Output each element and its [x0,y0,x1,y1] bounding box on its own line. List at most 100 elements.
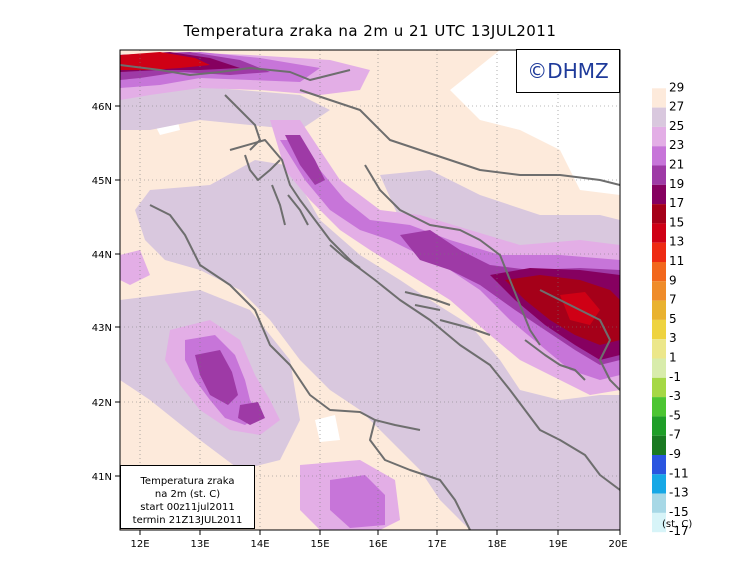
island-cres [271,184,286,226]
lat-label: 44N [92,250,112,261]
legend-swatch [652,242,666,262]
lilac-band-north [120,85,330,130]
lon-label: 15E [310,539,329,550]
grid [120,50,620,530]
legend-swatch [652,377,666,398]
map-fields [120,50,620,530]
croatia-inland-border [299,89,620,186]
extreme-spot-east [560,292,600,325]
lon-label: 12E [130,539,149,550]
lon-label: 19E [548,539,567,550]
lon-label: 18E [487,539,506,550]
legend-label: 13 [669,235,684,249]
lon-label: 14E [250,539,269,550]
legend-swatch [652,455,666,475]
legend-swatch [652,474,666,494]
adriatic-field [135,160,620,530]
legend-label: -3 [669,389,681,403]
map-frame [119,49,621,531]
legend-label: -17 [669,524,689,538]
info-line-3: start 00z11jul2011 [140,502,235,513]
legend-label: 17 [669,196,684,210]
legend-unit: (st. C) [662,519,693,530]
legend-swatch [652,512,666,533]
lon-labels: 12E 13E 14E 15E 16E 17E 18E 19E 20E [130,539,627,550]
lat-label: 46N [92,102,112,113]
hot-band-italy [195,350,238,405]
island-korcula [439,319,491,336]
legend-swatch [652,262,666,282]
legend-label: 19 [669,177,684,191]
legend-label: 25 [669,119,684,133]
color-legend: 29 27 25 23 21 19 17 15 13 11 9 7 5 3 1 -1 -3 -5 -7 -9 -11 -1… [652,69,689,538]
montenegro-border [524,339,586,381]
legend-swatch [652,397,666,417]
legend-swatch [652,126,666,147]
italy-interior-border [374,419,421,431]
hot-spot-south-italy [238,402,265,425]
alps-border [120,64,351,81]
legend-swatch [652,223,666,243]
legend-swatch [652,416,666,436]
info-line-2: na 2m (st. C) [154,489,221,500]
lon-label: 20E [608,539,627,550]
legend-label: 23 [669,138,684,152]
cool-patch-south [315,415,340,442]
legend-label: 15 [669,215,684,229]
tick-marks [115,105,621,535]
legend-swatch [652,319,666,340]
warmer-band-south [330,475,385,528]
map-title: Temperatura zraka na 2m u 21 UTC 13JUL20… [183,22,557,40]
info-line-1: Temperatura zraka [140,476,235,487]
legend-swatch [652,184,666,205]
lon-label: 13E [190,539,209,550]
slovenia-border [224,94,261,151]
lat-label: 42N [92,398,112,409]
legend-label: 9 [669,273,677,287]
island-brac [404,291,451,306]
lat-label: 41N [92,472,112,483]
legend-label: -15 [669,505,689,519]
island-krk [287,194,309,226]
island-hvar [414,304,441,311]
legend-label: 29 [669,80,684,94]
lon-label: 17E [427,539,446,550]
info-box: Temperatura zraka na 2m (st. C) start 00… [120,465,255,529]
legend-swatch [652,107,666,127]
hottest-region-east [505,275,620,345]
legend-label: -7 [669,428,681,442]
bosnia-border [364,164,541,346]
legend-label: 27 [669,100,684,114]
legend-label: 11 [669,254,684,268]
serbia-border [539,289,620,391]
info-line-4: termin 21Z13JUL2011 [132,515,243,526]
legend-label: 3 [669,331,677,345]
legend-label: -1 [669,370,681,384]
lon-label: 16E [368,539,387,550]
legend-label: 7 [669,293,677,307]
legend-swatch [652,88,666,108]
legend-label: -13 [669,486,689,500]
legend-label: 21 [669,158,684,172]
island-dugi [329,244,361,269]
legend-label: 1 [669,351,677,365]
istria-coast [244,154,281,181]
eastern-coast [229,139,620,491]
warm-band-west-edge [120,250,150,285]
legend-swatch [652,435,666,455]
legend-swatch [652,358,666,378]
legend-swatch [652,69,666,89]
lat-labels: 46N 45N 44N 43N 42N 41N [92,102,112,483]
lat-label: 45N [92,176,112,187]
legend-swatch [652,281,666,301]
legend-label: -9 [669,447,681,461]
legend-label: 5 [669,312,677,326]
legend-swatch [652,204,666,224]
dhmz-watermark: ©DHMZ [516,49,620,93]
lat-label: 43N [92,323,112,334]
legend-swatch [652,339,666,359]
legend-label: -5 [669,408,681,422]
legend-label: -11 [669,466,689,480]
hottest-region-alps [120,52,210,70]
